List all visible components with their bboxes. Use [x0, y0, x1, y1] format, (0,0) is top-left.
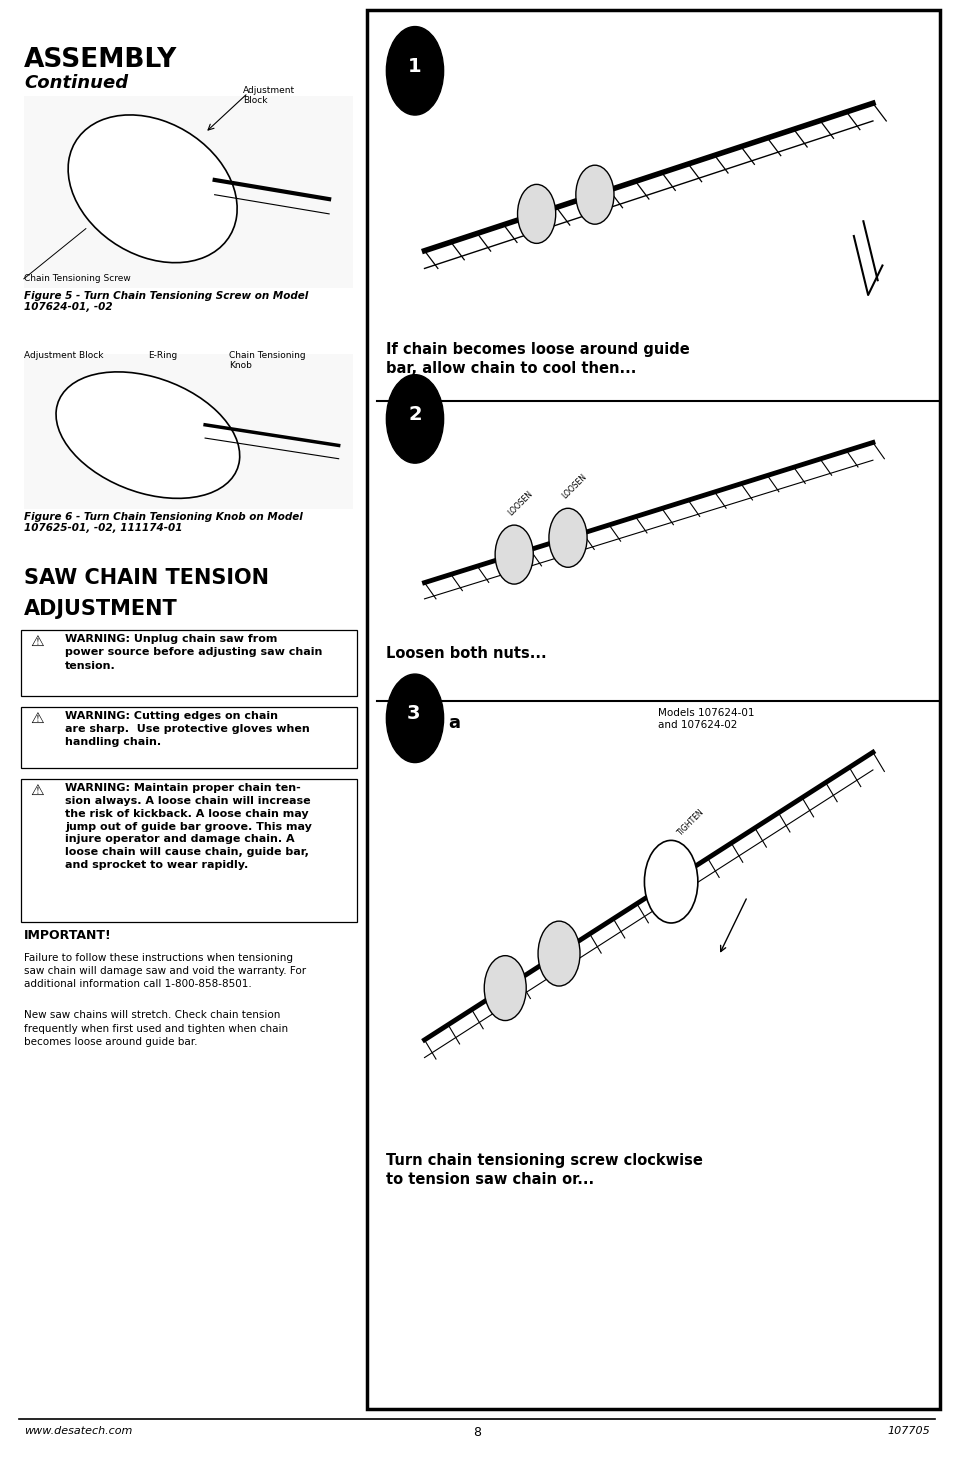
- Text: ⚠: ⚠: [30, 634, 44, 649]
- Text: New saw chains will stretch. Check chain tension
frequently when first used and : New saw chains will stretch. Check chain…: [24, 1010, 288, 1047]
- Circle shape: [495, 525, 533, 584]
- Text: Turn chain tensioning screw clockwise
to tension saw chain or...: Turn chain tensioning screw clockwise to…: [386, 1153, 702, 1187]
- Text: ASSEMBLY: ASSEMBLY: [24, 47, 177, 74]
- Circle shape: [517, 184, 555, 243]
- Text: 8: 8: [473, 1426, 480, 1440]
- Text: WARNING: Unplug chain saw from
power source before adjusting saw chain
tension.: WARNING: Unplug chain saw from power sou…: [65, 634, 322, 671]
- Ellipse shape: [68, 115, 237, 263]
- Text: Chain Tensioning Screw: Chain Tensioning Screw: [24, 274, 131, 283]
- Text: Adjustment
Block: Adjustment Block: [243, 86, 295, 105]
- Text: If chain becomes loose around guide
bar, allow chain to cool then...: If chain becomes loose around guide bar,…: [386, 342, 689, 376]
- FancyBboxPatch shape: [381, 96, 932, 339]
- Text: a: a: [448, 714, 460, 732]
- Circle shape: [386, 27, 443, 115]
- FancyBboxPatch shape: [24, 96, 353, 288]
- FancyBboxPatch shape: [21, 630, 356, 696]
- Ellipse shape: [56, 372, 239, 499]
- Text: SAW CHAIN TENSION: SAW CHAIN TENSION: [24, 568, 269, 589]
- Circle shape: [386, 375, 443, 463]
- Text: E-Ring: E-Ring: [148, 351, 177, 360]
- Text: LOOSEN: LOOSEN: [506, 490, 535, 518]
- Text: Chain Tensioning
Knob: Chain Tensioning Knob: [229, 351, 305, 370]
- Text: www.desatech.com: www.desatech.com: [24, 1426, 132, 1437]
- Text: Models 107624-01
and 107624-02: Models 107624-01 and 107624-02: [658, 708, 754, 730]
- Text: Continued: Continued: [24, 74, 128, 91]
- Text: Figure 5 - Turn Chain Tensioning Screw on Model
107624-01, -02: Figure 5 - Turn Chain Tensioning Screw o…: [24, 291, 308, 313]
- Text: Adjustment Block: Adjustment Block: [24, 351, 103, 360]
- FancyBboxPatch shape: [381, 432, 932, 642]
- Circle shape: [548, 509, 586, 568]
- Text: 3: 3: [406, 705, 419, 723]
- Circle shape: [386, 674, 443, 763]
- Text: IMPORTANT!: IMPORTANT!: [24, 929, 112, 943]
- Text: Loosen both nuts...: Loosen both nuts...: [386, 646, 546, 661]
- Text: 107705: 107705: [886, 1426, 929, 1437]
- Text: ADJUSTMENT: ADJUSTMENT: [24, 599, 177, 620]
- Text: 1: 1: [408, 58, 421, 75]
- Text: Failure to follow these instructions when tensioning
saw chain will damage saw a: Failure to follow these instructions whe…: [24, 953, 306, 990]
- Circle shape: [576, 165, 614, 224]
- Text: ⚠: ⚠: [30, 783, 44, 798]
- FancyBboxPatch shape: [21, 779, 356, 922]
- Circle shape: [484, 956, 526, 1021]
- Text: TIGHTEN: TIGHTEN: [675, 807, 705, 838]
- FancyBboxPatch shape: [24, 354, 353, 509]
- Circle shape: [644, 841, 697, 923]
- Text: WARNING: Cutting edges on chain
are sharp.  Use protective gloves when
handling : WARNING: Cutting edges on chain are shar…: [65, 711, 310, 748]
- FancyBboxPatch shape: [21, 707, 356, 768]
- Text: 2: 2: [408, 406, 421, 423]
- Text: ⚠: ⚠: [30, 711, 44, 726]
- FancyBboxPatch shape: [381, 723, 932, 1150]
- Text: LOOSEN: LOOSEN: [559, 472, 588, 502]
- Text: Figure 6 - Turn Chain Tensioning Knob on Model
107625-01, -02, 111174-01: Figure 6 - Turn Chain Tensioning Knob on…: [24, 512, 302, 534]
- FancyBboxPatch shape: [367, 10, 939, 1409]
- Text: WARNING: Maintain proper chain ten-
sion always. A loose chain will increase
the: WARNING: Maintain proper chain ten- sion…: [65, 783, 312, 870]
- Circle shape: [537, 920, 579, 985]
